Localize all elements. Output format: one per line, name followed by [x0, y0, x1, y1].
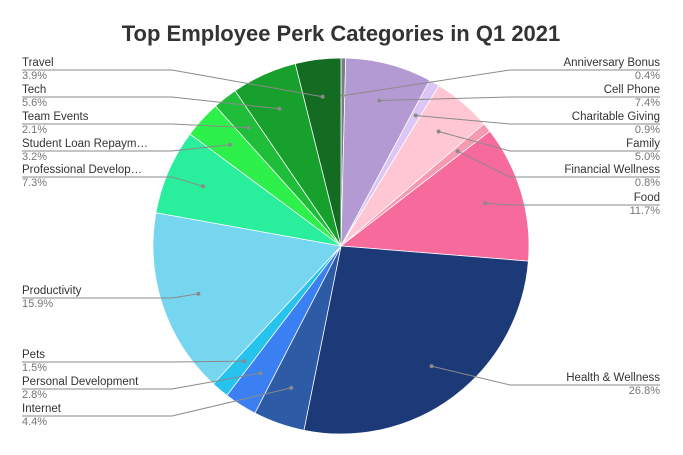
slice-label-student-loan-repayment: Student Loan Repaym… [22, 138, 148, 150]
leader-dot-charitable-giving [413, 113, 418, 118]
leader-line-health-wellness [431, 365, 660, 386]
leader-dot-professional-development [200, 184, 205, 189]
slice-label-personal-development: Personal Development [22, 376, 139, 388]
slice-label-tech: Tech [22, 84, 46, 96]
slice-value-food: 11.7% [630, 205, 661, 217]
slice-label-professional-development: Professional Develop… [22, 164, 142, 176]
leader-line-charitable-giving [415, 115, 660, 125]
slice-label-health-wellness: Health & Wellness [566, 372, 660, 384]
leader-line-personal-development [22, 372, 261, 390]
slice-label-pets: Pets [22, 349, 45, 361]
leader-line-tech [22, 96, 280, 110]
pie-slice-productivity [152, 212, 342, 385]
leader-dot-cell-phone [377, 98, 382, 103]
slice-label-food: Food [634, 192, 660, 204]
slice-value-tech: 5.6% [22, 97, 47, 109]
slice-value-health-wellness: 26.8% [629, 385, 660, 397]
leader-line-team-events [22, 123, 249, 129]
chart-title: Top Employee Perk Categories in Q1 2021 [122, 21, 561, 46]
slice-value-charitable-giving: 0.9% [635, 124, 660, 136]
leader-line-pets [22, 360, 245, 363]
leader-line-travel [22, 69, 323, 98]
slice-label-team-events: Team Events [22, 111, 89, 123]
leader-line-student-loan-repayment [22, 144, 230, 152]
leader-dot-food [483, 201, 488, 206]
leader-dot-internet [289, 385, 294, 390]
slice-value-team-events: 2.1% [22, 124, 47, 136]
leader-line-family [438, 131, 660, 152]
leader-dot-health-wellness [429, 364, 434, 369]
slice-value-pets: 1.5% [22, 362, 47, 374]
leader-dot-productivity [196, 291, 201, 296]
leader-dot-tech [277, 106, 282, 111]
slice-value-financial-wellness: 0.8% [635, 177, 660, 189]
slice-value-travel: 3.9% [22, 70, 47, 82]
leader-dot-financial-wellness [455, 149, 460, 154]
leader-dot-student-loan-repayment [227, 142, 232, 147]
leader-line-cell-phone [379, 96, 660, 102]
slice-value-professional-development: 7.3% [22, 177, 47, 189]
slice-value-anniversary-bonus: 0.4% [635, 70, 660, 82]
slice-label-internet: Internet [22, 403, 62, 415]
slice-label-financial-wellness: Financial Wellness [564, 164, 660, 176]
leader-line-productivity [22, 293, 199, 299]
leader-line-financial-wellness [457, 150, 660, 178]
slice-label-family: Family [626, 138, 660, 150]
leader-line-anniversary-bonus [342, 69, 660, 97]
leader-dot-personal-development [258, 371, 263, 376]
slice-label-productivity: Productivity [22, 285, 82, 297]
slice-value-personal-development: 2.8% [22, 389, 47, 401]
slice-value-internet: 4.4% [22, 416, 47, 428]
leader-line-internet [22, 387, 292, 417]
slice-value-cell-phone: 7.4% [635, 97, 660, 109]
leader-dot-team-events [246, 125, 251, 130]
slice-label-anniversary-bonus: Anniversary Bonus [563, 57, 660, 69]
slice-value-family: 5.0% [635, 151, 660, 163]
slice-value-student-loan-repayment: 3.2% [22, 151, 47, 163]
leader-line-food [485, 202, 660, 206]
leader-line-professional-development [22, 176, 204, 187]
leader-dot-pets [242, 359, 247, 364]
slice-label-charitable-giving: Charitable Giving [572, 111, 660, 123]
slice-label-travel: Travel [22, 57, 54, 69]
pie-slices [152, 57, 530, 435]
leader-dot-anniversary-bonus [340, 93, 345, 98]
pie-slice-health-wellness [303, 245, 529, 435]
slice-label-cell-phone: Cell Phone [604, 84, 660, 96]
leader-dot-travel [320, 94, 325, 99]
slice-value-productivity: 15.9% [22, 298, 53, 310]
pie-slice-travel [294, 57, 342, 247]
leader-dot-family [436, 129, 441, 134]
